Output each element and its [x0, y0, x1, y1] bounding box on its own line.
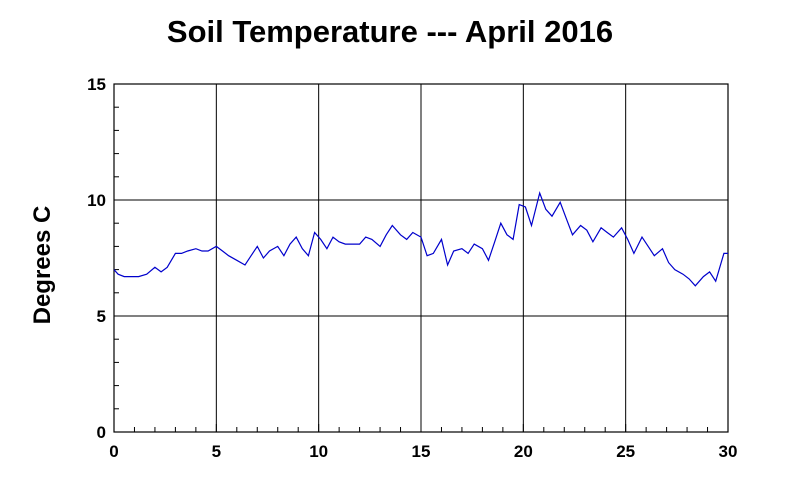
x-tick-label: 30: [719, 442, 738, 461]
y-tick-label: 0: [97, 423, 106, 442]
x-tick-label: 0: [109, 442, 118, 461]
chart-title: Soil Temperature --- April 2016: [166, 14, 614, 49]
y-tick-label: 15: [87, 75, 106, 94]
y-tick-label: 10: [87, 191, 106, 210]
y-tick-label: 5: [97, 307, 106, 326]
minor-ticks: [113, 83, 729, 433]
x-tick-label: 10: [309, 442, 328, 461]
plot-frame: [113, 83, 729, 433]
grid: [114, 84, 728, 432]
x-tick-labels: 0 5 10 15 20 25 30: [109, 442, 737, 461]
x-tick-label: 25: [616, 442, 635, 461]
x-tick-label: 15: [412, 442, 431, 461]
x-tick-label: 5: [212, 442, 221, 461]
series-line: [113, 190, 728, 287]
x-tick-label: 20: [514, 442, 533, 461]
y-tick-labels: 0 5 10 15: [87, 75, 106, 442]
